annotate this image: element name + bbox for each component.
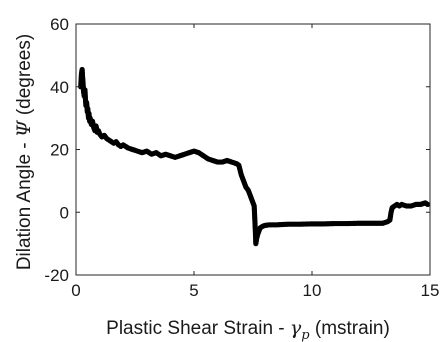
x-tick-label: 10: [303, 281, 322, 300]
x-tick-label: 5: [189, 281, 198, 300]
y-tick-label: 0: [60, 203, 69, 222]
x-axis-title: Plastic Shear Strain - γp (mstrain): [106, 317, 390, 342]
y-axis-title: Dilation Angle - Ψ (degrees): [13, 34, 35, 270]
data-point: [425, 201, 431, 208]
axes-layer: [75, 23, 431, 276]
y-tick-label: 40: [50, 78, 69, 97]
y-tick-label: -20: [44, 266, 69, 285]
x-axis-subscript: p: [301, 328, 310, 342]
x-axis-symbol: γ: [290, 317, 302, 339]
marker-layer: [78, 66, 431, 247]
y-tick-label: 60: [50, 15, 69, 34]
x-tick-label: 0: [71, 281, 80, 300]
x-tick-label: 15: [421, 281, 440, 300]
y-tick-label: 20: [50, 141, 69, 160]
y-axis-symbol: Ψ: [13, 119, 35, 137]
